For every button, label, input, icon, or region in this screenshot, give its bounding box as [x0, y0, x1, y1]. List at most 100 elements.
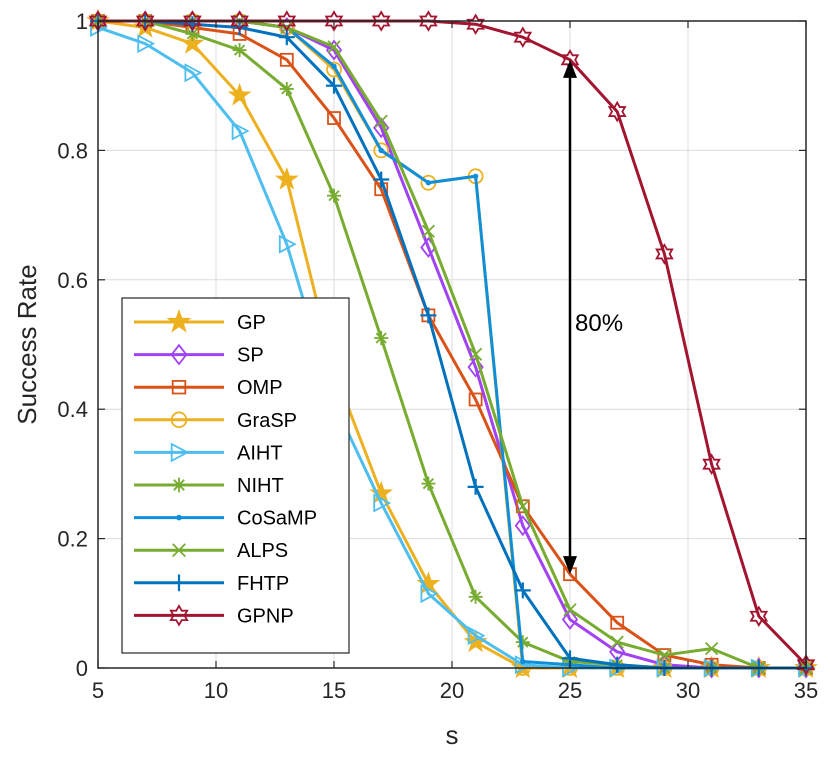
data-point-aiht: [420, 584, 439, 604]
data-point-fhtp: [373, 171, 390, 188]
data-point-fhtp: [514, 582, 531, 599]
y-tick-label: 0: [76, 656, 88, 681]
legend-box: [121, 297, 350, 654]
data-point-alps: [563, 603, 577, 617]
legend-label: NIHT: [237, 475, 284, 497]
data-point-omp: [515, 499, 530, 514]
data-point-niht: [185, 26, 200, 41]
annotation-arrow-head-down: [563, 556, 577, 575]
y-tick-label: 0.8: [57, 138, 88, 163]
data-point-gpnp: [513, 26, 533, 48]
data-point-gp: [180, 31, 205, 54]
data-point-aiht: [373, 493, 392, 513]
y-axis-label: Success Rate: [12, 264, 42, 424]
legend-entry-omp: OMP: [134, 377, 283, 399]
x-tick-label: 5: [92, 678, 104, 703]
legend-entry-grasp: GraSP: [134, 410, 297, 432]
data-point-gp: [227, 82, 252, 106]
legend-marker-grasp: [170, 411, 188, 429]
legend-label: GP: [237, 312, 266, 334]
y-tick-label: 0.4: [57, 397, 88, 422]
data-point-aiht: [231, 121, 250, 141]
data-point-niht: [374, 331, 389, 346]
data-point-gpnp: [749, 605, 769, 628]
y-tick-label: 0.2: [57, 527, 88, 552]
data-point-grasp: [326, 61, 342, 78]
data-point-alps: [704, 641, 719, 656]
legend-marker-gpnp: [169, 604, 189, 627]
annotation-label: 80%: [575, 310, 623, 337]
data-point-gpnp: [183, 10, 202, 32]
data-point-aiht: [467, 626, 486, 646]
x-tick-label: 30: [676, 678, 700, 703]
data-point-sp: [561, 609, 579, 630]
data-point-fhtp: [326, 77, 342, 94]
data-point-cosamp: [472, 173, 479, 179]
data-point-gpnp: [277, 10, 297, 32]
series-line-omp: [98, 19, 806, 670]
data-point-niht: [468, 589, 483, 604]
legend-entry-gp: GP: [134, 308, 266, 334]
x-tick-label: 35: [794, 678, 818, 703]
legend-marker-sp: [170, 343, 188, 366]
data-point-niht: [279, 81, 294, 96]
data-point-gpnp: [324, 10, 344, 32]
data-point-gpnp: [419, 10, 438, 32]
x-tick-label: 10: [204, 678, 228, 703]
data-point-niht: [327, 188, 341, 203]
legend-marker-alps: [172, 543, 186, 558]
data-point-aiht: [278, 234, 297, 254]
legend-entry-aiht: AIHT: [134, 442, 283, 464]
legend-entry-alps: ALPS: [134, 540, 288, 562]
data-point-alps: [374, 114, 388, 128]
data-point-fhtp: [278, 29, 295, 46]
x-tick-label: 15: [322, 678, 346, 703]
y-tick-label: 1: [76, 9, 88, 34]
data-point-sp: [325, 39, 343, 61]
legend-label: AIHT: [237, 442, 283, 464]
legend-label: GraSP: [237, 410, 297, 432]
legend-marker-cosamp: [176, 514, 182, 521]
legend-marker-fhtp: [170, 574, 188, 592]
data-point-grasp: [373, 142, 390, 159]
data-point-gpnp: [230, 10, 249, 32]
data-point-niht: [421, 476, 436, 491]
legend-marker-niht: [171, 477, 187, 493]
data-point-cosamp: [520, 658, 526, 665]
legend-marker-aiht: [170, 442, 190, 463]
data-point-omp: [279, 52, 294, 67]
legend-label: GPNP: [237, 605, 294, 627]
data-point-cosamp: [425, 180, 432, 186]
data-point-gpnp: [796, 653, 816, 676]
legend-entry-fhtp: FHTP: [134, 573, 289, 595]
legend-label: ALPS: [237, 540, 288, 562]
legend-entry-niht: NIHT: [134, 475, 284, 497]
data-point-gpnp: [466, 13, 485, 36]
y-tick-label: 0.6: [57, 268, 88, 293]
data-point-sp: [467, 356, 484, 378]
legend-label: CoSaMP: [237, 508, 317, 530]
data-point-omp: [327, 111, 341, 125]
data-point-alps: [657, 648, 672, 662]
x-tick-label: 20: [440, 678, 464, 703]
legend-entry-sp: SP: [134, 343, 264, 367]
data-point-aiht: [184, 63, 203, 83]
legend-entry-cosamp: CoSaMP: [134, 508, 317, 530]
data-point-alps: [516, 499, 530, 513]
data-point-omp: [610, 615, 625, 630]
legend-label: SP: [237, 345, 264, 367]
data-point-gp: [274, 166, 299, 190]
data-point-sp: [514, 515, 531, 537]
data-point-alps: [610, 635, 624, 649]
data-point-gpnp: [607, 100, 627, 123]
data-point-alps: [468, 347, 483, 361]
data-point-omp: [468, 392, 483, 407]
data-point-gpnp: [655, 243, 674, 265]
legend-marker-gp: [166, 308, 192, 333]
data-point-niht: [232, 43, 247, 58]
data-point-alps: [327, 40, 341, 54]
x-tick-label: 25: [558, 678, 582, 703]
x-axis-label: s: [446, 720, 459, 750]
data-point-cosamp: [378, 147, 384, 154]
